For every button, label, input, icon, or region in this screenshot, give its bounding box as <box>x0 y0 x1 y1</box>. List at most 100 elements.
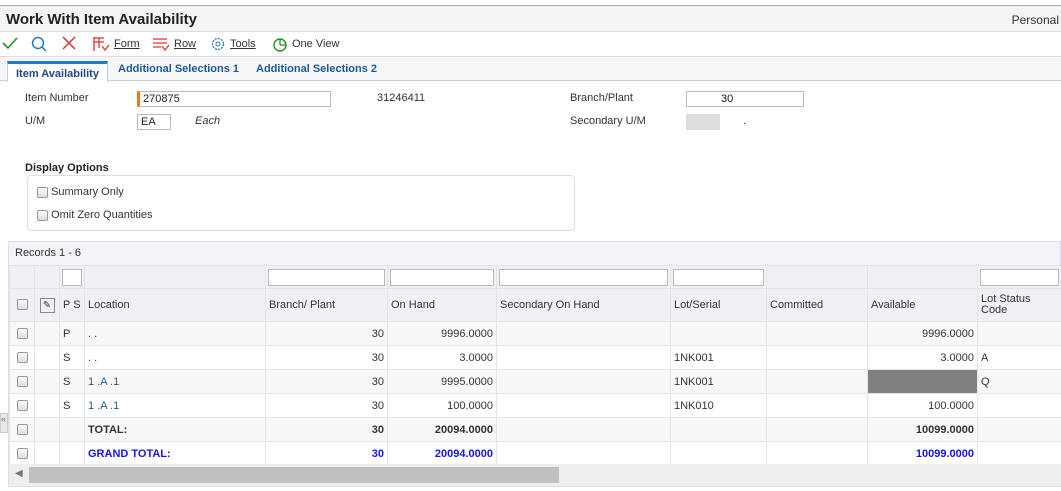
branch-plant-input[interactable]: 30 <box>686 91 804 107</box>
cell-lot: 1NK001 <box>670 369 767 394</box>
cell-sec <box>496 321 671 346</box>
um-input[interactable]: EA <box>137 114 171 130</box>
collapse-panel-button[interactable]: « <box>0 413 8 433</box>
omit-zero-checkbox[interactable] <box>37 209 48 221</box>
cell-branch: 30 <box>265 393 388 418</box>
cell-branch: 30 <box>265 345 388 370</box>
scroll-left-icon[interactable]: ◀ <box>15 468 23 479</box>
cell-edit <box>34 345 60 370</box>
cell-committed <box>766 321 868 346</box>
col-ps[interactable]: P S <box>59 288 85 322</box>
cell-select[interactable] <box>9 369 35 394</box>
cell-available: 100.0000 <box>867 393 978 418</box>
check-icon <box>2 37 18 50</box>
cell-committed <box>766 345 868 370</box>
cell-location: 1 .A .1 <box>84 393 266 418</box>
row-checkbox[interactable] <box>16 424 28 436</box>
table-row[interactable]: GRAND TOTAL: 30 20094.0000 10099.0000 <box>9 441 1061 466</box>
one-view-label: One View <box>292 38 340 50</box>
table-row[interactable]: S. . 30 3.0000 1NK001 3.0000 A <box>9 345 1061 370</box>
cancel-button[interactable] <box>62 36 76 50</box>
cell-ps: P <box>59 321 85 346</box>
cell-sec <box>496 345 671 370</box>
cell-ps: S <box>59 345 85 370</box>
row-checkbox[interactable] <box>16 400 28 412</box>
row-checkbox[interactable] <box>16 328 28 340</box>
cell-available <box>867 369 978 394</box>
cell-committed <box>766 393 868 418</box>
cell-sec <box>496 417 671 442</box>
col-secondary-on-hand[interactable]: Secondary On Hand <box>496 288 671 322</box>
col-committed[interactable]: Committed <box>766 288 868 322</box>
records-count: Records 1 - 6 <box>15 247 82 259</box>
cell-lot <box>670 321 767 346</box>
cell-location: . . <box>84 321 266 346</box>
col-lot-serial[interactable]: Lot/Serial <box>670 288 767 322</box>
cell-committed <box>766 441 868 466</box>
cell-on-hand: 9995.0000 <box>387 369 497 394</box>
secondary-um-input[interactable] <box>686 114 720 130</box>
cell-on-hand: 20094.0000 <box>387 417 497 442</box>
col-on-hand[interactable]: On Hand <box>387 288 497 322</box>
find-button[interactable] <box>31 36 47 52</box>
row-menu[interactable]: Row <box>152 36 196 52</box>
tab-additional-selections-1[interactable]: Additional Selections 1 <box>118 63 240 75</box>
cell-available: 10099.0000 <box>867 441 978 466</box>
cell-select[interactable] <box>9 417 35 442</box>
row-checkbox[interactable] <box>16 352 28 364</box>
one-view-icon <box>273 38 287 52</box>
cell-ps <box>59 417 85 442</box>
col-lot-status-code[interactable]: Lot Status Code <box>977 288 1061 322</box>
cell-status <box>977 441 1061 466</box>
cell-edit <box>34 441 60 466</box>
filter-lot-serial[interactable] <box>673 268 764 286</box>
ok-button[interactable] <box>2 36 18 50</box>
row-checkbox[interactable] <box>16 376 28 388</box>
cell-available: 10099.0000 <box>867 417 978 442</box>
cell-select[interactable] <box>9 345 35 370</box>
display-options-box: Summary Only Omit Zero Quantities <box>27 175 575 231</box>
form-menu[interactable]: Form <box>92 36 140 52</box>
edit-icon[interactable]: ✎ <box>39 297 55 313</box>
cell-select[interactable] <box>9 321 35 346</box>
cell-status: A <box>977 345 1061 370</box>
cell-available: 9996.0000 <box>867 321 978 346</box>
col-available[interactable]: Available <box>867 288 978 322</box>
cell-edit <box>34 393 60 418</box>
filter-branch[interactable] <box>268 268 385 286</box>
cell-select[interactable] <box>9 393 35 418</box>
cell-on-hand: 20094.0000 <box>387 441 497 466</box>
horizontal-scrollbar[interactable]: ◀ <box>9 464 1061 486</box>
item-number-label: Item Number <box>25 92 89 104</box>
row-checkbox[interactable] <box>16 448 28 460</box>
filter-ps[interactable] <box>62 268 82 286</box>
cell-select[interactable] <box>9 441 35 466</box>
tab-item-availability[interactable]: Item Availability <box>7 61 108 82</box>
one-view-button[interactable]: One View <box>272 36 340 52</box>
title-bar: Work With Item Availability Personal <box>0 6 1061 32</box>
cell-on-hand: 9996.0000 <box>387 321 497 346</box>
summary-only-option[interactable]: Summary Only <box>37 186 124 198</box>
col-branch-plant[interactable]: Branch/ Plant <box>265 288 388 322</box>
select-all-checkbox[interactable] <box>16 299 28 311</box>
summary-only-checkbox[interactable] <box>37 186 48 198</box>
tab-additional-selections-2[interactable]: Additional Selections 2 <box>256 63 378 75</box>
filter-secondary-on-hand[interactable] <box>499 268 668 286</box>
gear-icon <box>211 37 225 51</box>
omit-zero-option[interactable]: Omit Zero Quantities <box>37 209 153 221</box>
item-number-input[interactable]: 270875 <box>137 91 331 107</box>
secondary-um-label: Secondary U/M <box>570 115 646 127</box>
filter-on-hand[interactable] <box>390 268 494 286</box>
table-row[interactable]: TOTAL: 30 20094.0000 10099.0000 <box>9 417 1061 442</box>
scrollbar-thumb[interactable] <box>29 467 559 483</box>
cell-edit <box>34 321 60 346</box>
display-options-title: Display Options <box>25 162 109 174</box>
table-row[interactable]: P. . 30 9996.0000 9996.0000 <box>9 321 1061 346</box>
filter-lot-status[interactable] <box>980 268 1059 286</box>
tools-menu[interactable]: Tools <box>210 36 256 52</box>
col-location[interactable]: Location <box>84 288 266 322</box>
row-label: Row <box>174 38 197 50</box>
personalize-menu[interactable]: Personal <box>1011 13 1059 27</box>
